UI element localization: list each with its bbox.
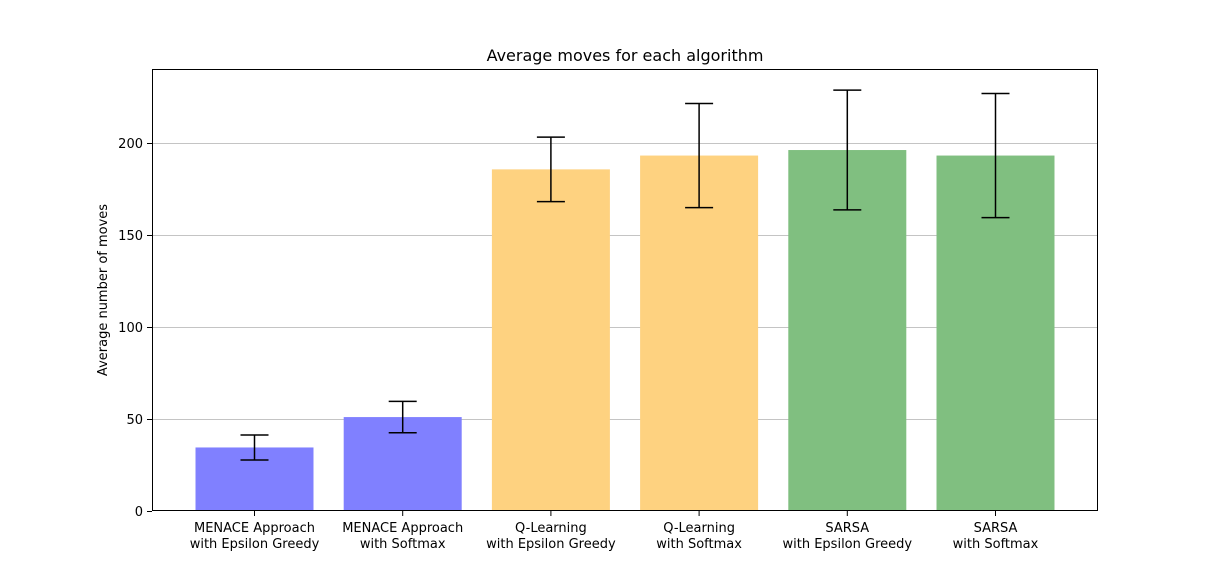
- x-tick-label: with Epsilon Greedy: [486, 537, 616, 552]
- bar: [491, 169, 610, 511]
- x-tick-label: MENACE Approach: [194, 521, 315, 536]
- x-tick-label: with Softmax: [360, 537, 446, 552]
- y-axis-label: Average number of moves: [96, 204, 111, 376]
- x-tick-label: with Epsilon Greedy: [783, 537, 913, 552]
- x-tick-label: with Epsilon Greedy: [190, 537, 320, 552]
- y-tick-label: 0: [135, 505, 143, 520]
- x-tick-label: with Softmax: [656, 537, 742, 552]
- y-tick-label: 200: [118, 137, 143, 152]
- x-tick-label: SARSA: [974, 521, 1018, 536]
- x-tick-label: MENACE Approach: [342, 521, 463, 536]
- y-tick-label: 150: [118, 229, 143, 244]
- error-bar-layer: [240, 89, 1010, 461]
- x-tick-label: Q-Learning: [515, 521, 587, 536]
- chart-title: Average moves for each algorithm: [487, 46, 764, 65]
- bar-layer: [195, 150, 1055, 512]
- plot-frame: [152, 69, 1098, 511]
- y-axis: 0 50 100 150 200: [118, 137, 152, 520]
- x-tick-label: SARSA: [825, 521, 869, 536]
- x-tick-label: Q-Learning: [663, 521, 735, 536]
- bar: [640, 155, 759, 511]
- y-tick-label: 50: [126, 413, 143, 428]
- x-tick-label: with Softmax: [953, 537, 1039, 552]
- y-tick-label: 100: [118, 321, 143, 336]
